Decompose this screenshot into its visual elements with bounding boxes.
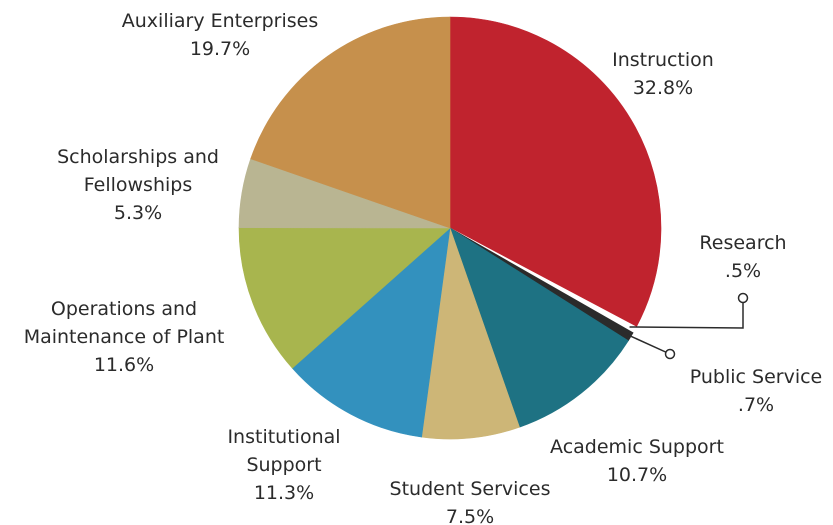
slice-auxiliary-enterprises [250, 16, 451, 229]
public-service-leader-line [627, 333, 671, 355]
slice-operations-and-maintenance-of-plant [238, 227, 451, 369]
label-instruction: Instruction 32.8% [612, 49, 714, 99]
label-scholarships-and-fellowships: Scholarships and Fellowships 5.3% [57, 146, 219, 224]
slice-academic-support [449, 227, 629, 428]
research-leader-dot [737, 292, 749, 304]
label-auxiliary-enterprises: Auxiliary Enterprises 19.7% [122, 10, 319, 60]
value-auxiliary-enterprises: 19.7% [190, 38, 250, 60]
research-leader-line [629, 298, 744, 329]
slice-student-services [421, 227, 520, 440]
slice-instruction [449, 16, 662, 328]
leader-lines [627, 292, 749, 360]
value-research: .5% [725, 260, 761, 282]
label-research: Research .5% [699, 232, 786, 282]
slice-institutional-support [291, 227, 451, 438]
value-student-services: 7.5% [446, 506, 494, 525]
value-scholarships-and-fellowships: 5.3% [114, 202, 162, 224]
public-service-leader-dot [664, 348, 676, 360]
pie-slices [238, 16, 662, 440]
label-public-service: Public Service .7% [690, 366, 823, 416]
label-operations-and-maintenance-of-plant: Operations and Maintenance of Plant 11.6% [24, 298, 225, 376]
value-academic-support: 10.7% [607, 464, 667, 486]
value-institutional-support: 11.3% [254, 482, 314, 504]
label-academic-support: Academic Support 10.7% [550, 436, 724, 486]
slice-labels: Instruction 32.8% Research .5% Public Servic… [24, 10, 823, 525]
label-student-services: Student Services 7.5% [390, 478, 551, 525]
label-institutional-support: Institutional Support 11.3% [227, 426, 340, 504]
value-operations-and-maintenance-of-plant: 11.6% [94, 354, 154, 376]
value-public-service: .7% [738, 394, 774, 416]
value-instruction: 32.8% [633, 77, 693, 99]
